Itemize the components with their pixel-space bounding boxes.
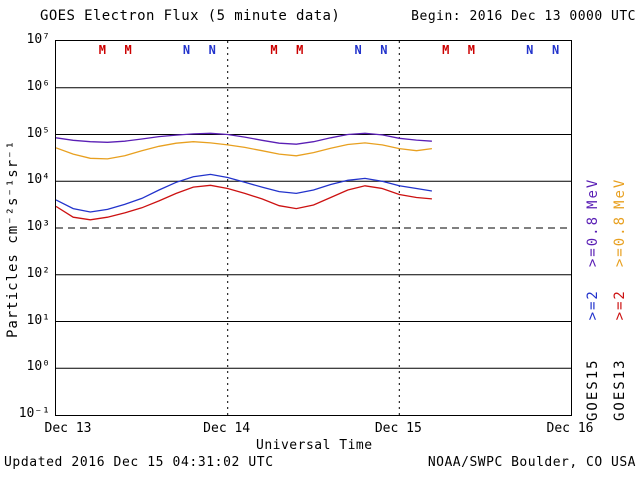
legend-unit-label: MeV	[585, 177, 601, 209]
legend-unit-label: MeV	[612, 177, 628, 209]
legend-2mev-label: >=2	[612, 289, 628, 321]
legend-column-goes13: GOES13 >=2 >=0.8 MeV	[610, 143, 630, 421]
trace-goes15-0.8-mev	[56, 132, 432, 145]
y-tick-label: 10²	[26, 265, 50, 281]
satellite-midnight-marker: M	[270, 43, 277, 57]
y-tick-label: 10¹	[26, 312, 50, 328]
satellite-noon-marker: N	[209, 43, 216, 57]
y-tick-label: 10⁵	[26, 125, 50, 141]
satellite-noon-marker: N	[526, 43, 533, 57]
y-tick-label: 10⁴	[26, 172, 50, 188]
begin-timestamp: Begin: 2016 Dec 13 0000 UTC	[411, 9, 636, 24]
satellite-midnight-marker: M	[442, 43, 449, 57]
satellite-midnight-marker: M	[99, 43, 106, 57]
y-axis-ticks: 10⁷ 10⁶ 10⁵ 10⁴ 10³ 10² 10¹ 10⁰ 10⁻¹	[0, 0, 52, 480]
x-tick-label: Dec 16	[546, 421, 594, 436]
satellite-noon-marker: N	[380, 43, 387, 57]
legend-2mev-label: >=2	[585, 289, 601, 321]
y-tick-label: 10⁻¹	[18, 406, 50, 421]
legend-0.8mev-label: >=0.8	[585, 214, 601, 268]
satellite-noon-marker: N	[552, 43, 559, 57]
y-tick-label: 10³	[26, 219, 50, 234]
trace-goes13-2-mev	[56, 184, 432, 221]
trace-goes13-0.8-mev	[56, 141, 432, 160]
legend-0.8mev-label: >=0.8	[612, 214, 628, 268]
legend-column-goes15: GOES15 >=2 >=0.8 MeV	[583, 143, 603, 421]
x-axis-label: Universal Time	[256, 438, 373, 453]
satellite-noon-marker: N	[354, 43, 361, 57]
legend-satellite-label: GOES13	[612, 358, 628, 421]
x-tick-label: Dec 13	[44, 421, 92, 436]
x-tick-label: Dec 14	[203, 421, 251, 436]
y-tick-label: 10⁷	[26, 32, 50, 47]
legend-satellite-label: GOES15	[585, 358, 601, 421]
satellite-noon-marker: N	[183, 43, 190, 57]
credit: NOAA/SWPC Boulder, CO USA	[427, 455, 636, 470]
y-tick-label: 10⁶	[26, 78, 50, 94]
chart-title: GOES Electron Flux (5 minute data)	[40, 8, 341, 24]
satellite-midnight-marker: M	[468, 43, 475, 57]
y-tick-label: 10⁰	[26, 359, 50, 375]
satellite-midnight-marker: M	[124, 43, 131, 57]
x-tick-label: Dec 15	[374, 421, 422, 436]
trace-goes15-2-mev	[56, 173, 433, 213]
updated-timestamp: Updated 2016 Dec 15 04:31:02 UTC	[4, 455, 274, 470]
satellite-midnight-marker: M	[296, 43, 303, 57]
